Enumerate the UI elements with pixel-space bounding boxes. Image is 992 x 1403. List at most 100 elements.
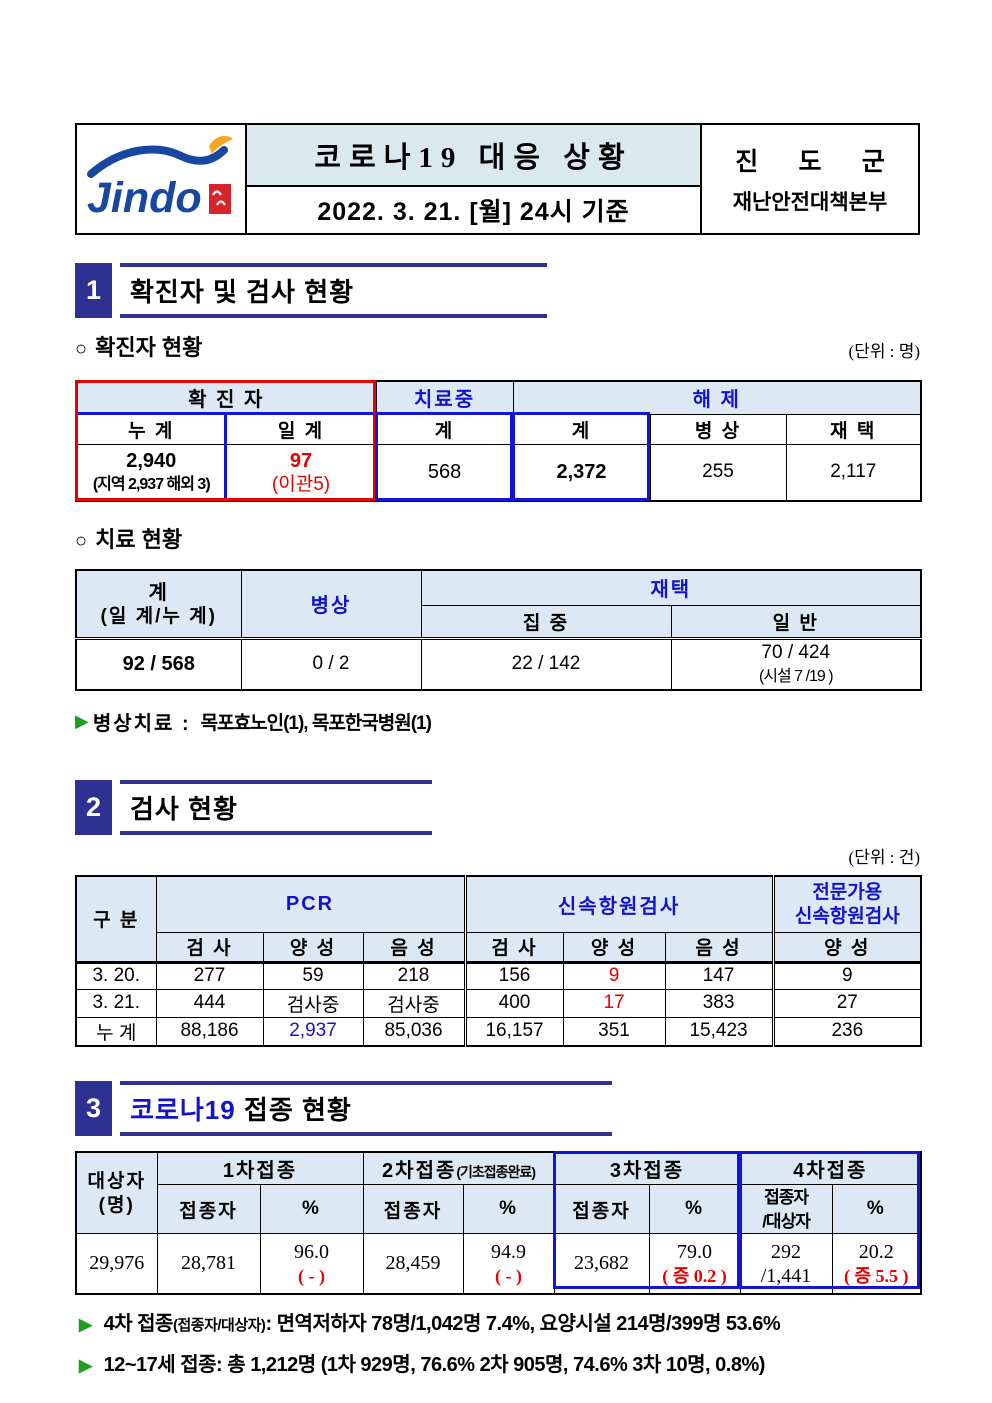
header-target-line1: 대상자 xyxy=(87,1170,146,1192)
document-header: Jindo 코로나19 대응 상황 2022. 3. 21. [월] 24시 기… xyxy=(75,123,920,235)
note-label: 병상치료 : xyxy=(92,713,191,735)
section3-title-block: 코로나19 접종 현황 xyxy=(120,1080,612,1136)
cell-2-6: 236 xyxy=(771,1016,922,1046)
circle-bullet-icon: ○ xyxy=(75,530,88,552)
cell-2-2: 85,036 xyxy=(362,1016,466,1046)
cell-0-1: 59 xyxy=(262,961,364,990)
section1-header: 1 확진자 및 검사 현황 xyxy=(75,263,920,318)
vaccination-table: 대상자 (명) 1차접종 2차접종(기초접종완료) 3차접종 4차접종 접종자 … xyxy=(75,1150,923,1295)
daily-note: (이관5) xyxy=(271,474,331,496)
group-dose4: 4차접종 xyxy=(739,1151,922,1185)
header-pcr-negative: 음 성 xyxy=(362,931,466,964)
confirmed-subtitle: ○ 확진자 현황 xyxy=(75,330,202,362)
unit-label-persons: (단위 : 명) xyxy=(848,342,920,361)
header-rat-negative: 음 성 xyxy=(664,931,774,964)
header-center: 코로나19 대응 상황 2022. 3. 21. [월] 24시 기준 xyxy=(245,125,702,233)
treatment-subheader-row: ○ 치료 현황 xyxy=(75,522,920,554)
cell-1-0: 444 xyxy=(155,988,264,1018)
cell-released-home: 2,117 xyxy=(785,443,922,502)
cumulative-note: (지역 2,937 해외 3) xyxy=(92,476,211,494)
cell-2-3: 16,157 xyxy=(463,1016,564,1046)
cell-1-2: 검사중 xyxy=(362,988,466,1018)
org-dept: 재난안전대책본부 xyxy=(732,190,888,214)
cell-d3-vaccinated: 23,682 xyxy=(553,1233,650,1294)
cell-d1-pct: 96.0 ( - ) xyxy=(259,1233,364,1294)
treatment-subtitle: ○ 치료 현황 xyxy=(75,522,182,554)
triangle-bullet-icon: ▶ xyxy=(79,1355,92,1375)
confirmed-table: 확 진 자 치료중 해 제 누 계 일 계 계 계 병 상 재 택 2,940 … xyxy=(75,380,923,502)
d4-pct-delta: ( 증 5.5 ) xyxy=(844,1266,909,1287)
row-date1-label: 3. 20. xyxy=(75,961,157,990)
daily-value: 97 xyxy=(289,450,313,473)
section3-title-rest: 접종 현황 xyxy=(243,1094,352,1125)
d2-pct-value: 94.9 xyxy=(491,1241,527,1264)
group-treating: 치료중 xyxy=(375,380,514,415)
wave-icon xyxy=(87,145,228,178)
header-pcr-tested: 검 사 xyxy=(155,931,264,964)
testing-table: 구 분 PCR 신속항원검사 전문가용 신속항원검사 검 사 양 성 음 성 검… xyxy=(75,875,923,1047)
logo-seal-marks xyxy=(212,190,226,206)
header-released-total: 계 xyxy=(512,413,651,445)
row-total-label: 누 계 xyxy=(75,1016,157,1046)
cell-target: 29,976 xyxy=(75,1233,158,1294)
header-d4-ratio-line1: 접종자 xyxy=(764,1188,809,1207)
cell-0-5: 147 xyxy=(664,961,774,990)
header-treating-total: 계 xyxy=(375,413,514,445)
circle-bullet-icon: ○ xyxy=(75,338,88,360)
cell-treat-focus: 22 / 142 xyxy=(420,636,672,691)
header-home-focus: 집 중 xyxy=(420,604,672,639)
group-dose2-note: (기초접종완료) xyxy=(456,1163,536,1180)
cell-0-6: 9 xyxy=(771,961,922,990)
treat-general-value: 70 / 424 xyxy=(761,642,831,664)
header-d3-pct: % xyxy=(648,1184,741,1234)
group-dose2: 2차접종(기초접종완료) xyxy=(362,1151,555,1185)
cell-2-4: 351 xyxy=(562,1016,666,1046)
group-released: 해 제 xyxy=(512,380,922,415)
header-category: 구 분 xyxy=(75,875,157,964)
cell-d4-pct: 20.2 ( 증 5.5 ) xyxy=(831,1233,922,1294)
header-target-line2: (명) xyxy=(98,1194,135,1216)
header-d1-vaccinated: 접종자 xyxy=(156,1184,261,1234)
d2-pct-delta: ( - ) xyxy=(495,1266,522,1287)
header-expert-positive: 양 성 xyxy=(771,931,922,964)
header-d4-ratio-line2: /대상자 xyxy=(762,1212,811,1231)
treatment-table: 계 (일 계/누 계) 병상 재택 집 중 일 반 92 / 568 0 / 2… xyxy=(75,569,922,691)
header-total: 계 (일 계/누 계) xyxy=(75,569,242,639)
cell-0-4: 9 xyxy=(562,961,666,990)
cell-1-6: 27 xyxy=(771,988,922,1018)
cell-0-3: 156 xyxy=(463,961,564,990)
cell-2-1: 2,937 xyxy=(262,1016,364,1046)
confirmed-table-wrap: 확 진 자 치료중 해 제 누 계 일 계 계 계 병 상 재 택 2,940 … xyxy=(75,380,923,502)
cell-released-total: 2,372 xyxy=(512,443,651,502)
header-released-home: 재 택 xyxy=(785,413,922,445)
group-expert-rat: 전문가용 신속항원검사 xyxy=(771,875,922,933)
logo-seal-icon xyxy=(209,184,231,214)
jindo-logo-graphic: Jindo xyxy=(87,135,233,222)
group-dose3: 3차접종 xyxy=(553,1151,741,1185)
bullet-youth-text: : 총 1,212명 (1차 929명, 76.6% 2차 905명, 74.6… xyxy=(216,1353,765,1376)
group-expert-line2: 신속항원검사 xyxy=(794,906,900,928)
header-rat-tested: 검 사 xyxy=(463,931,564,964)
cell-2-5: 15,423 xyxy=(664,1016,774,1046)
header-d1-pct: % xyxy=(259,1184,364,1234)
header-cumulative: 누 계 xyxy=(75,413,227,445)
header-d3-vaccinated: 접종자 xyxy=(553,1184,650,1234)
bed-treatment-note: ▶ 병상치료 : 목포효노인(1), 목포한국병원(1) xyxy=(75,707,920,736)
cell-1-5: 383 xyxy=(664,988,774,1018)
section2-number: 2 xyxy=(75,780,112,835)
group-pcr: PCR xyxy=(155,875,466,933)
cell-treat-total: 92 / 568 xyxy=(75,636,242,691)
header-daily: 일 계 xyxy=(225,413,377,445)
unit-label-cases: (단위 : 건) xyxy=(848,848,920,867)
bullet-dose4-label: 4차 접종 xyxy=(103,1312,174,1335)
cell-0-0: 277 xyxy=(155,961,264,990)
cell-1-3: 400 xyxy=(463,988,564,1018)
vaccination-table-wrap: 대상자 (명) 1차접종 2차접종(기초접종완료) 3차접종 4차접종 접종자 … xyxy=(75,1150,923,1295)
triangle-bullet-icon: ▶ xyxy=(79,1314,92,1334)
bullet-dose4: ▶ 4차 접종 (접종자/대상자) : 면역저하자 78명/1,042명 7.4… xyxy=(75,1307,920,1336)
d1-pct-delta: ( - ) xyxy=(298,1266,325,1287)
section1-title: 확진자 및 검사 현황 xyxy=(130,277,355,307)
confirmed-subheader-row: ○ 확진자 현황 (단위 : 명) xyxy=(75,330,920,362)
header-d4-ratio: 접종자 /대상자 xyxy=(739,1184,833,1234)
